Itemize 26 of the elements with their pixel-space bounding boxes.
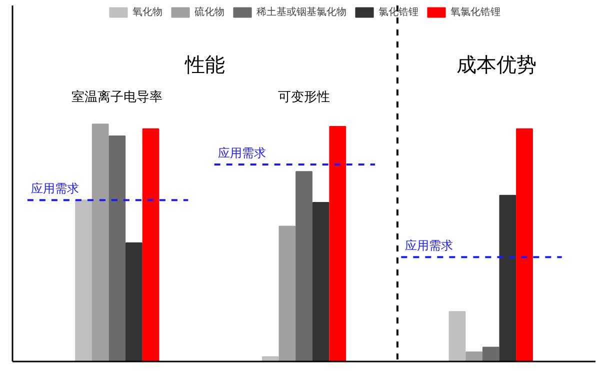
bar [296, 171, 312, 362]
text: 性能 [184, 52, 225, 77]
bar [108, 136, 126, 362]
text: 成本优势 [456, 52, 536, 77]
bar [142, 128, 160, 362]
bar [312, 202, 330, 362]
ref-line-label: 应用需求 [31, 181, 80, 196]
bar [499, 194, 516, 362]
bar [278, 226, 296, 362]
bar [516, 128, 533, 362]
bar [126, 242, 142, 362]
x-tick-label: 室温离子电导率 [72, 89, 163, 106]
legend-label: 氧氯化锆锂 [450, 6, 500, 19]
ref-line-label: 应用需求 [218, 146, 266, 160]
bar [482, 346, 500, 362]
legend-label: 稀土基或铟基氯化物 [256, 6, 346, 19]
x-tick-label: 可变形性 [278, 90, 330, 106]
bar [92, 124, 109, 362]
ref-line-label: 应用需求 [404, 238, 453, 252]
legend-label: 氯化锆锂 [378, 6, 418, 19]
bar [466, 352, 482, 362]
legend-label: 硫化物 [194, 6, 224, 19]
bar [448, 311, 466, 362]
legend-label: 氧化物 [132, 6, 162, 19]
bar [75, 200, 92, 362]
bar [329, 126, 346, 362]
